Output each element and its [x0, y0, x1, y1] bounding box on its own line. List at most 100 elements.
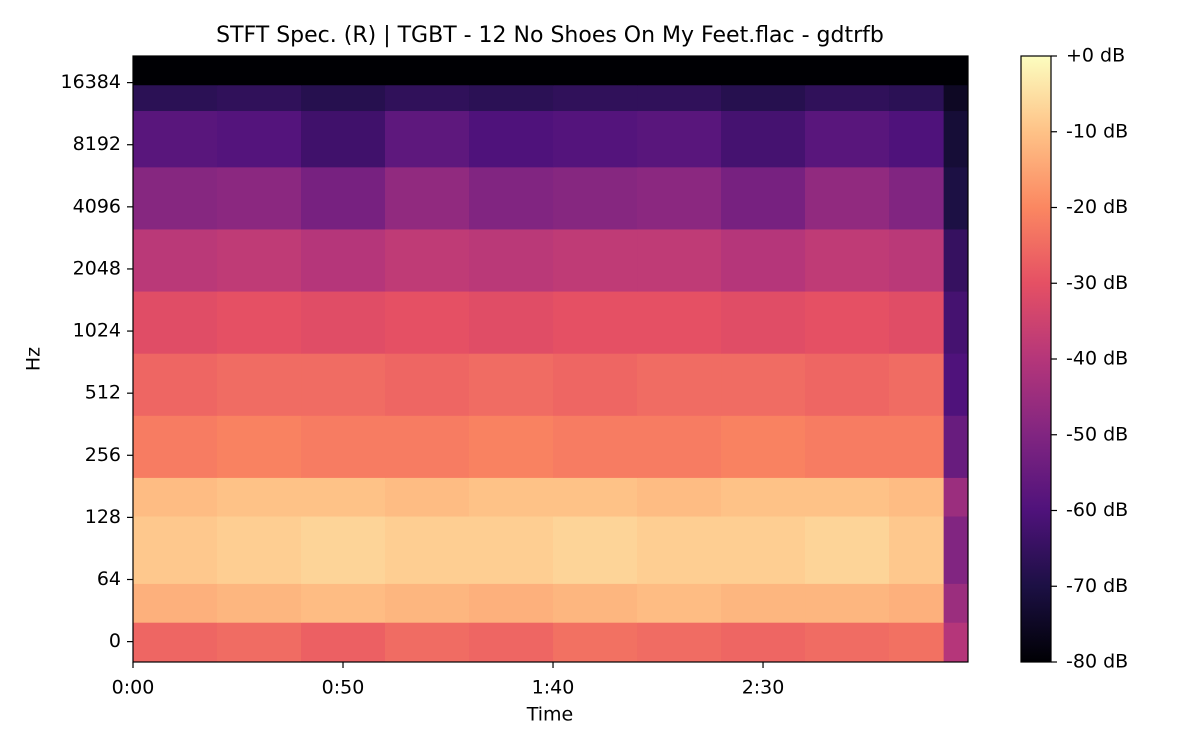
spectrogram-cell: [637, 622, 722, 663]
spectrogram-cell: [385, 622, 470, 663]
y-tick-label: 0: [109, 630, 121, 652]
spectrogram-cell: [469, 110, 554, 168]
spectrogram-cell: [553, 477, 638, 517]
spectrogram-cell: [553, 622, 638, 663]
spectrogram-cell: [805, 291, 890, 354]
spectrogram-cell: [469, 516, 554, 584]
spectrogram-cell: [301, 110, 386, 168]
spectrogram-cell: [553, 516, 638, 584]
spectrogram-cell: [217, 583, 302, 623]
colorbar-tick-label: -10 dB: [1066, 120, 1128, 142]
spectrogram-cell: [301, 84, 386, 112]
spectrogram-cell: [469, 415, 554, 478]
y-tick-label: 1024: [73, 320, 121, 342]
x-tick-label: 2:30: [742, 677, 785, 699]
spectrogram-cell: [889, 291, 945, 354]
spectrogram-cell: [553, 84, 638, 112]
spectrogram-cell: [805, 84, 890, 112]
spectrogram-cell: [133, 477, 218, 517]
spectrogram-cell: [805, 415, 890, 478]
spectrogram-cell: [889, 56, 945, 86]
y-tick-label: 8192: [73, 133, 121, 155]
spectrogram-cell: [133, 110, 218, 168]
spectrogram-cell: [133, 516, 218, 584]
spectrogram-cell: [301, 291, 386, 354]
spectrogram-cell: [943, 228, 969, 292]
spectrogram-cell: [637, 291, 722, 354]
spectrogram-cell: [805, 516, 890, 584]
spectrogram-cell: [721, 56, 806, 86]
spectrogram-cell: [553, 291, 638, 354]
spectrogram-cell: [889, 415, 945, 478]
colorbar-tick-label: -80 dB: [1066, 651, 1128, 673]
spectrogram-cell: [385, 583, 470, 623]
spectrogram-cell: [889, 622, 945, 663]
spectrogram-cell: [889, 583, 945, 623]
spectrogram-cell: [385, 110, 470, 168]
spectrogram-cell: [943, 415, 969, 478]
spectrogram-cell: [721, 84, 806, 112]
spectrogram-cell: [133, 228, 218, 292]
spectrogram-cell: [217, 56, 302, 86]
spectrogram-cell: [385, 166, 470, 230]
spectrogram-cell: [469, 228, 554, 292]
spectrogram-cell: [721, 228, 806, 292]
spectrogram-cell: [943, 291, 969, 354]
spectrogram-cell: [889, 477, 945, 517]
spectrogram-cell: [385, 415, 470, 478]
y-tick-label: 4096: [73, 195, 121, 217]
colorbar-tick-label: -60 dB: [1066, 499, 1128, 521]
spectrogram-cell: [553, 166, 638, 230]
spectrogram-cell: [217, 228, 302, 292]
spectrogram-cell: [889, 228, 945, 292]
chart-title: STFT Spec. (R) | TGBT - 12 No Shoes On M…: [216, 23, 884, 48]
spectrogram-cell: [721, 291, 806, 354]
spectrogram-cell: [553, 110, 638, 168]
spectrogram-cell: [217, 110, 302, 168]
spectrogram-cell: [721, 353, 806, 416]
spectrogram-cell: [943, 353, 969, 416]
spectrogram-cell: [469, 622, 554, 663]
colorbar-tick-label: +0 dB: [1066, 45, 1125, 67]
spectrogram-cell: [301, 516, 386, 584]
spectrogram-cell: [385, 84, 470, 112]
spectrogram-cell: [889, 516, 945, 584]
spectrogram-cell: [301, 477, 386, 517]
spectrogram-cell: [721, 110, 806, 168]
colorbar-tick-label: -30 dB: [1066, 272, 1128, 294]
spectrogram-cell: [217, 516, 302, 584]
spectrogram-cell: [553, 415, 638, 478]
spectrogram-cell: [637, 516, 722, 584]
y-tick-label: 128: [85, 506, 121, 528]
spectrogram-cell: [469, 353, 554, 416]
spectrogram-cell: [469, 291, 554, 354]
spectrogram-cell: [721, 477, 806, 517]
y-tick-label: 2048: [73, 257, 121, 279]
spectrogram-cell: [469, 166, 554, 230]
spectrogram-cell: [805, 622, 890, 663]
spectrogram-cell: [301, 353, 386, 416]
spectrogram-cell: [385, 477, 470, 517]
x-tick-label: 1:40: [532, 677, 575, 699]
spectrogram-cell: [385, 228, 470, 292]
spectrogram-cell: [553, 228, 638, 292]
spectrogram-cell: [943, 110, 969, 168]
colorbar-tick-label: -20 dB: [1066, 196, 1128, 218]
spectrogram-cell: [133, 291, 218, 354]
spectrogram-cell: [637, 166, 722, 230]
x-tick-label: 0:50: [322, 677, 365, 699]
spectrogram-cell: [721, 415, 806, 478]
spectrogram-cell: [637, 56, 722, 86]
spectrogram-cell: [301, 56, 386, 86]
spectrogram-cell: [385, 291, 470, 354]
spectrogram-cell: [217, 166, 302, 230]
y-tick-label: 16384: [61, 71, 121, 93]
spectrogram-cell: [721, 583, 806, 623]
colorbar-tick-label: -50 dB: [1066, 423, 1128, 445]
spectrogram-cell: [217, 622, 302, 663]
spectrogram-cell: [469, 477, 554, 517]
spectrogram-cell: [133, 56, 218, 86]
spectrogram-cell: [889, 166, 945, 230]
spectrogram-cell: [301, 583, 386, 623]
